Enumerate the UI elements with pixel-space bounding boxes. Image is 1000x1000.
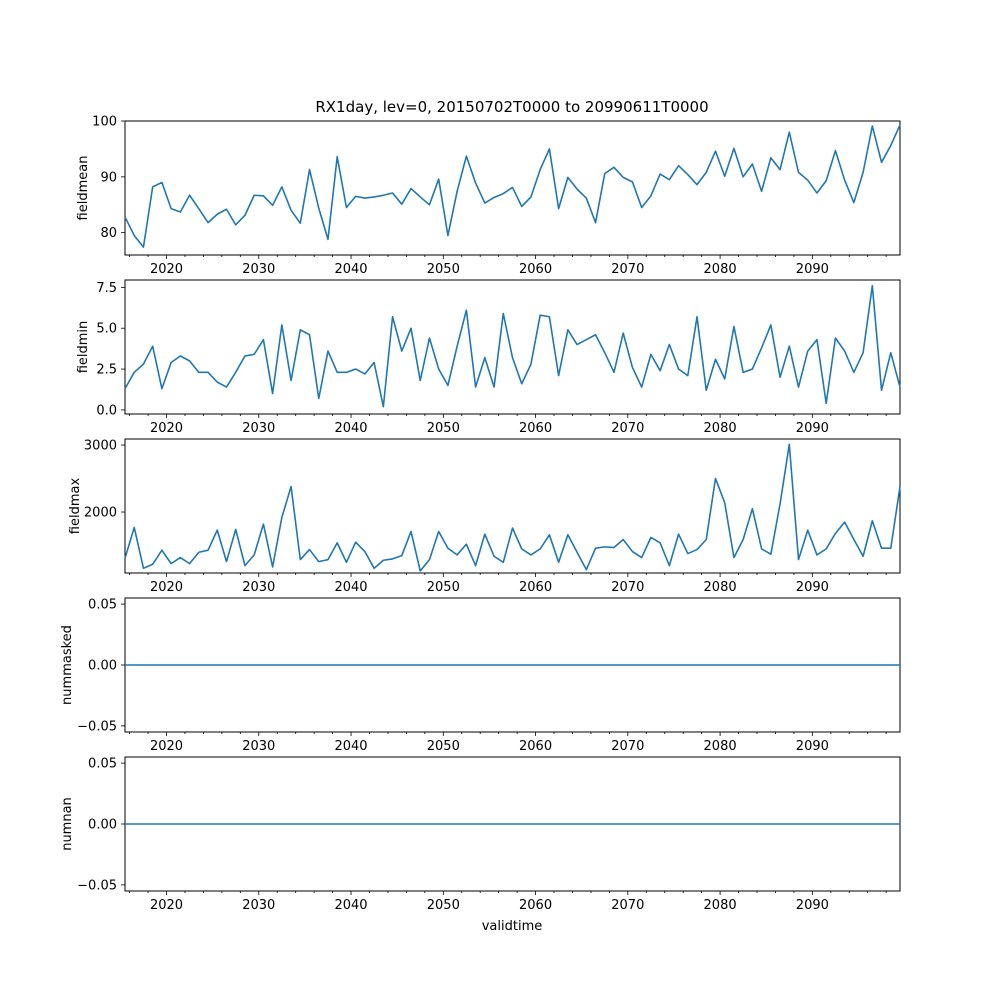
panel-nummasked: 2020 2030 2040 2050 2060 2070 2080 2090 −0.05 0.0… xyxy=(60,597,901,754)
fieldmax-x-tick-label: 2080 xyxy=(704,580,737,595)
nummasked-x-tick-label: 2070 xyxy=(611,739,644,754)
fieldmean-series-line xyxy=(124,124,901,248)
fieldmax-y-tick-label: 3000 xyxy=(84,439,117,454)
panel-fieldmin: 2020 2030 2040 2050 2060 2070 2080 2090 0.0 2.5 5.… xyxy=(76,279,901,436)
numnan-y-tick-label: 0.00 xyxy=(88,818,117,833)
nummasked-x-tick-label: 2040 xyxy=(334,739,367,754)
nummasked-y-axis-label: nummasked xyxy=(60,625,75,705)
nummasked-x-tick-label: 2060 xyxy=(519,739,552,754)
fieldmin-x-tick-label: 2050 xyxy=(427,421,460,436)
numnan-x-tick-label: 2080 xyxy=(704,898,737,913)
nummasked-x-tick-label: 2020 xyxy=(150,739,183,754)
nummasked-y-tick-label: −0.05 xyxy=(77,719,117,734)
fieldmean-x-tick-label: 2070 xyxy=(611,262,644,277)
nummasked-y-tick-label: 0.00 xyxy=(88,659,117,674)
chart-title: RX1day, lev=0, 20150702T0000 to 20990611… xyxy=(315,98,708,116)
fieldmin-x-tick-label: 2040 xyxy=(334,421,367,436)
numnan-x-tick-label: 2060 xyxy=(519,898,552,913)
fieldmin-series-line xyxy=(124,284,901,408)
fieldmean-y-axis-label: fieldmean xyxy=(76,156,91,221)
fieldmax-y-tick-label: 2000 xyxy=(84,506,117,521)
fieldmin-y-tick-label: 0.0 xyxy=(96,403,117,418)
fieldmean-x-tick-label: 2020 xyxy=(150,262,183,277)
fieldmin-x-tick-label: 2030 xyxy=(242,421,275,436)
fieldmin-axes-frame xyxy=(124,279,901,415)
fieldmin-y-tick-label: 7.5 xyxy=(96,281,117,296)
fieldmax-x-tick-label: 2040 xyxy=(334,580,367,595)
nummasked-x-tick-label: 2090 xyxy=(796,739,829,754)
fieldmean-x-tick-label: 2060 xyxy=(519,262,552,277)
numnan-x-tick-label: 2020 xyxy=(150,898,183,913)
numnan-x-tick-label: 2040 xyxy=(334,898,367,913)
fieldmin-x-tick-label: 2020 xyxy=(150,421,183,436)
fieldmin-x-tick-label: 2060 xyxy=(519,421,552,436)
panel-fieldmax: 2020 2030 2040 2050 2060 2070 2080 2090 2000 3000… xyxy=(68,438,901,595)
panel-numnan: 2020 2030 2040 2050 2060 2070 2080 2090 −0.05 0.0… xyxy=(60,756,901,913)
nummasked-x-tick-label: 2050 xyxy=(427,739,460,754)
numnan-x-tick-label: 2070 xyxy=(611,898,644,913)
fieldmin-x-tick-label: 2080 xyxy=(704,421,737,436)
fieldmin-x-tick-label: 2090 xyxy=(796,421,829,436)
fieldmean-axes-frame xyxy=(124,120,901,256)
fieldmean-y-tick-label: 80 xyxy=(100,226,117,241)
fieldmin-y-tick-label: 5.0 xyxy=(96,322,117,337)
numnan-x-tick-label: 2050 xyxy=(427,898,460,913)
fieldmean-x-tick-label: 2080 xyxy=(704,262,737,277)
fieldmax-y-axis-label: fieldmax xyxy=(68,478,83,535)
fieldmax-x-tick-label: 2050 xyxy=(427,580,460,595)
fieldmax-series-line xyxy=(124,443,901,572)
fieldmin-y-axis-label: fieldmin xyxy=(76,321,91,374)
fieldmax-x-tick-label: 2090 xyxy=(796,580,829,595)
numnan-y-axis-label: numnan xyxy=(60,797,75,851)
fieldmean-x-tick-label: 2030 xyxy=(242,262,275,277)
panel-fieldmean: 2020 2030 2040 2050 2060 2070 2080 2090 80 90 100 f… xyxy=(76,115,901,277)
fieldmin-x-tick-label: 2070 xyxy=(611,421,644,436)
nummasked-y-tick-label: 0.05 xyxy=(88,598,117,613)
x-axis-label: validtime xyxy=(482,919,543,934)
fieldmean-x-tick-label: 2050 xyxy=(427,262,460,277)
fieldmin-y-tick-label: 2.5 xyxy=(96,363,117,378)
nummasked-x-tick-label: 2080 xyxy=(704,739,737,754)
numnan-x-tick-label: 2030 xyxy=(242,898,275,913)
fieldmax-x-tick-label: 2060 xyxy=(519,580,552,595)
fieldmax-x-tick-label: 2030 xyxy=(242,580,275,595)
fieldmax-axes-frame xyxy=(124,438,901,574)
numnan-y-tick-label: −0.05 xyxy=(77,878,117,893)
fieldmean-x-tick-label: 2090 xyxy=(796,262,829,277)
numnan-y-tick-label: 0.05 xyxy=(88,757,117,772)
nummasked-x-tick-label: 2030 xyxy=(242,739,275,754)
fieldmean-x-tick-label: 2040 xyxy=(334,262,367,277)
fieldmax-x-tick-label: 2070 xyxy=(611,580,644,595)
fieldmean-y-tick-label: 90 xyxy=(100,170,117,185)
numnan-x-tick-label: 2090 xyxy=(796,898,829,913)
fieldmean-y-tick-label: 100 xyxy=(92,115,117,130)
fieldmax-x-tick-label: 2020 xyxy=(150,580,183,595)
